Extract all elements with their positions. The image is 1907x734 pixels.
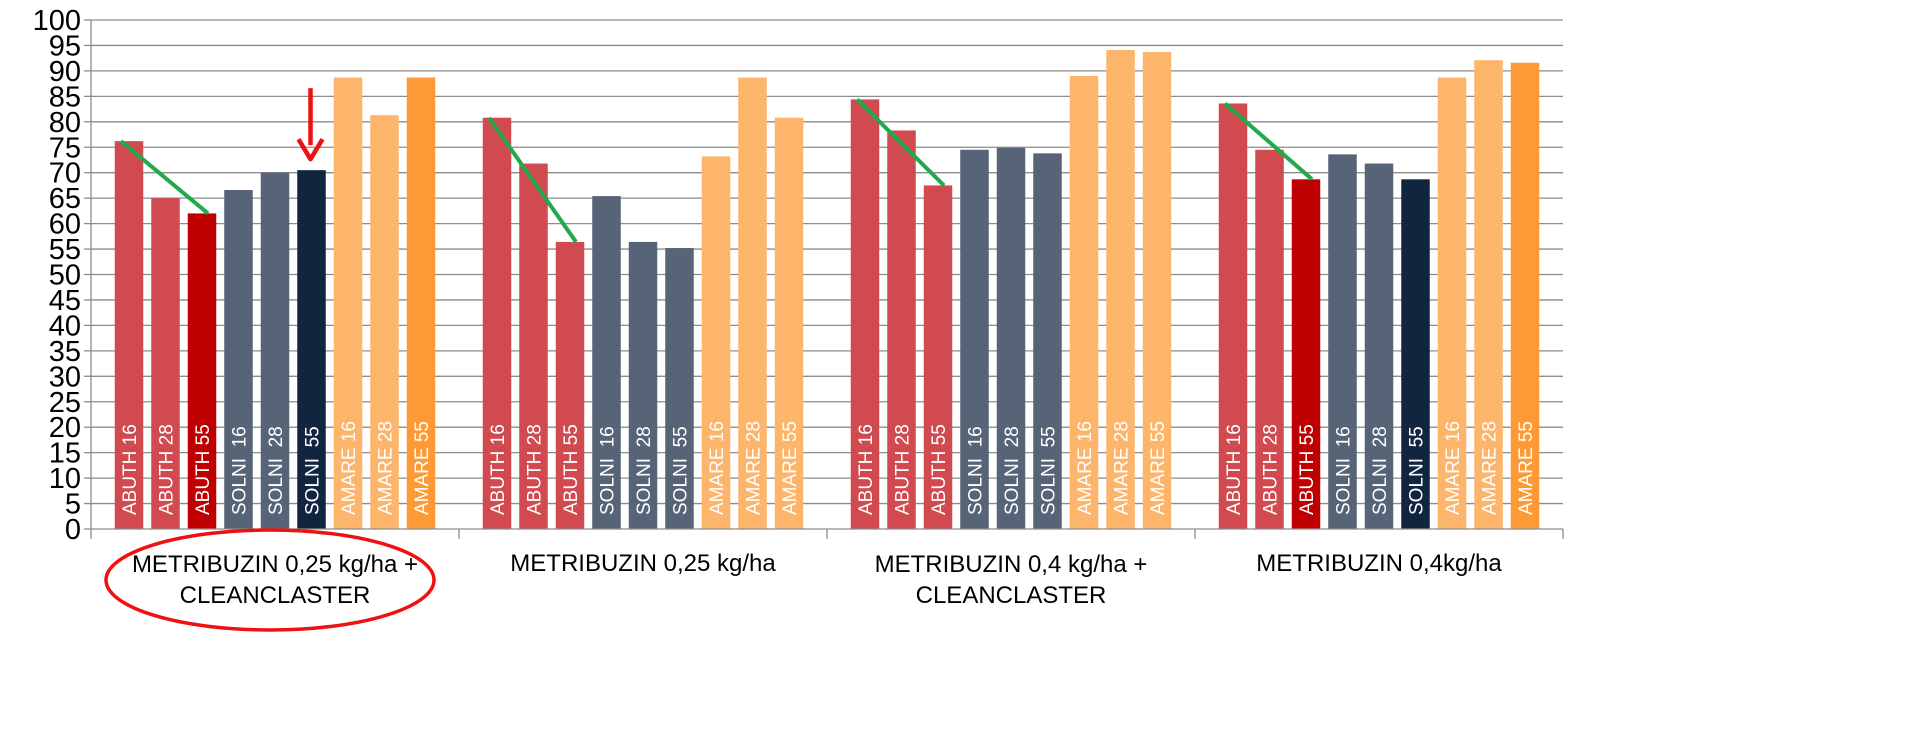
bar-label: SOLNI 16: [598, 426, 619, 515]
bar-label: SOLNI 55: [1039, 426, 1060, 515]
bar-label: SOLNI 28: [1002, 426, 1023, 515]
bar-label: ABUTH 55: [193, 424, 214, 515]
category-label: CLEANCLASTER: [916, 582, 1107, 609]
bar-label: AMARE 28: [1112, 421, 1133, 515]
bar-label: AMARE 55: [412, 421, 433, 515]
bar-label: AMARE 16: [339, 421, 360, 515]
category-label: CLEANCLASTER: [180, 582, 371, 609]
bar-label: AMARE 16: [707, 421, 728, 515]
bar-label: AMARE 55: [1516, 421, 1537, 515]
bar-label: SOLNI 16: [1334, 426, 1355, 515]
bar-label: AMARE 28: [1480, 421, 1501, 515]
bar-label: AMARE 16: [1075, 421, 1096, 515]
bar-label: SOLNI 28: [1370, 426, 1391, 515]
bar-label: ABUTH 16: [856, 424, 877, 515]
bar-label: AMARE 28: [744, 421, 765, 515]
bar-label: AMARE 55: [1148, 421, 1169, 515]
bar-label: ABUTH 55: [929, 424, 950, 515]
bar-label: AMARE 28: [376, 421, 397, 515]
bar-label: SOLNI 55: [303, 426, 324, 515]
bar-label: ABUTH 16: [488, 424, 509, 515]
bar-label: ABUTH 28: [157, 424, 178, 515]
category-label: METRIBUZIN 0,25 kg/ha +: [132, 551, 418, 578]
bar-label: ABUTH 55: [561, 424, 582, 515]
x-axis: METRIBUZIN 0,25 kg/ha + CLEANCLASTER METRI…: [91, 529, 1563, 609]
y-tick-label: 100: [33, 5, 81, 37]
bar-label: SOLNI 28: [266, 426, 287, 515]
bar-label: AMARE 16: [1443, 421, 1464, 515]
category-label: METRIBUZIN 0,4kg/ha: [1256, 550, 1502, 577]
bar-label: ABUTH 55: [1297, 424, 1318, 515]
bar-label: ABUTH 16: [120, 424, 141, 515]
y-axis: 0510152025303540455055606570758085909510…: [33, 5, 91, 546]
bar-label: ABUTH 16: [1224, 424, 1245, 515]
category-label: METRIBUZIN 0,25 kg/ha: [510, 550, 776, 577]
bar-label: SOLNI 55: [1407, 426, 1428, 515]
category-label: METRIBUZIN 0,4 kg/ha +: [875, 551, 1148, 578]
bar-label: SOLNI 28: [634, 426, 655, 515]
bar-label: ABUTH 28: [1261, 424, 1282, 515]
highlight-circle: [106, 530, 434, 630]
bar-label: SOLNI 55: [671, 426, 692, 515]
bar-label: SOLNI 16: [966, 426, 987, 515]
bar-label: AMARE 55: [780, 421, 801, 515]
bar-label: SOLNI 16: [230, 426, 251, 515]
bar-label: ABUTH 28: [525, 424, 546, 515]
bar-label: ABUTH 28: [893, 424, 914, 515]
